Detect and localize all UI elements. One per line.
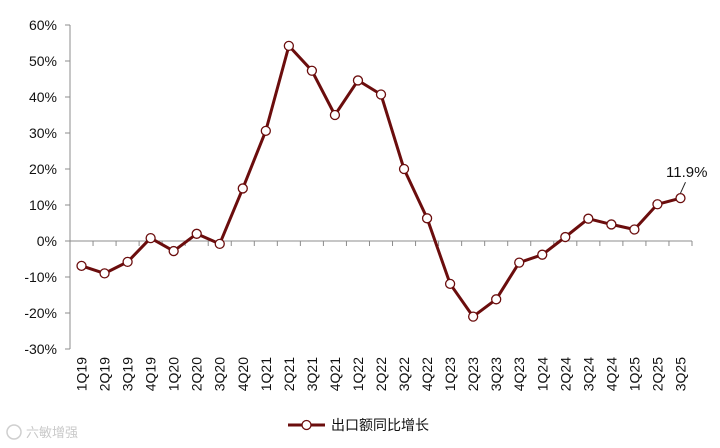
x-tick-label: 4Q21	[327, 357, 343, 391]
x-tick-label: 3Q24	[580, 357, 596, 391]
y-tick-label: 10%	[29, 197, 57, 213]
legend-label: 出口额同比增长	[331, 418, 429, 434]
data-point-2Q19	[99, 268, 110, 279]
x-tick-label: 4Q20	[235, 357, 251, 391]
x-tick-label: 2Q24	[557, 357, 573, 391]
x-tick-label: 2Q23	[465, 357, 481, 391]
data-point-3Q21	[306, 65, 318, 76]
x-tick-label: 2Q19	[97, 357, 113, 391]
series-export-growth	[76, 40, 686, 322]
x-tick-label: 1Q24	[534, 357, 550, 391]
y-tick-label: 20%	[29, 161, 57, 177]
annotation: 11.9%	[666, 164, 707, 194]
x-tick-label: 1Q22	[350, 357, 366, 391]
data-point-1Q20	[168, 245, 179, 257]
data-point-3Q19	[122, 256, 133, 268]
data-point-2Q23	[467, 311, 479, 322]
x-tick-label: 3Q19	[120, 357, 136, 391]
y-tick-label: 50%	[29, 53, 57, 69]
y-tick-label: -30%	[24, 341, 57, 357]
data-point-4Q24	[606, 219, 617, 230]
x-tick-label: 2Q25	[649, 357, 665, 391]
x-tick-label: 1Q20	[166, 357, 182, 391]
x-tick-label: 1Q19	[74, 357, 90, 391]
x-tick-label: 4Q23	[511, 357, 527, 391]
data-point-2Q20	[191, 228, 202, 239]
y-tick-label: 60%	[29, 17, 57, 33]
data-point-1Q25	[629, 224, 640, 235]
data-point-3Q24	[583, 213, 594, 224]
data-point-2Q21	[283, 40, 295, 52]
watermark-text: 六敏增强	[26, 426, 78, 441]
watermark: 六敏增强	[6, 424, 78, 441]
x-tick-label: 1Q25	[626, 357, 642, 391]
data-point-1Q19	[76, 260, 87, 271]
x-tick-label: 3Q25	[672, 357, 688, 391]
x-tick-label: 4Q24	[603, 357, 619, 391]
data-point-3Q20	[214, 238, 225, 250]
series-line	[80, 44, 682, 319]
x-tick-label: 3Q22	[396, 357, 412, 391]
data-point-1Q22	[352, 75, 364, 86]
y-axis: -30% -20% -10% 0% 10% 20% 30% 40% 50% 60%	[24, 17, 71, 357]
x-tick-label: 2Q21	[281, 357, 297, 391]
data-point-4Q22	[421, 213, 433, 224]
data-point-4Q19	[145, 232, 156, 244]
x-tick-label: 1Q23	[442, 357, 458, 391]
x-tick-label: 1Q21	[258, 357, 274, 391]
x-axis: 1Q19 2Q19 3Q19 4Q19 1Q20 2Q20 3Q20 4Q20 1Q21 2Q21…	[69, 240, 693, 391]
x-tick-label: 2Q22	[373, 357, 389, 391]
legend-marker-swatch	[301, 419, 312, 431]
x-tick-label: 3Q20	[212, 357, 228, 391]
legend: 出口额同比增长	[288, 418, 429, 434]
data-point-4Q21	[329, 109, 341, 121]
data-point-4Q20	[237, 183, 248, 194]
annotation-leader-line	[680, 181, 686, 194]
annotation-label: 11.9%	[666, 164, 707, 181]
watermark-logo-icon	[6, 424, 22, 440]
x-tick-label: 4Q22	[419, 357, 435, 391]
y-tick-label: 40%	[29, 89, 57, 105]
y-tick-label: -20%	[24, 305, 57, 321]
data-point-1Q23	[444, 278, 456, 289]
x-tick-label: 4Q19	[143, 357, 159, 391]
data-point-4Q23	[514, 257, 525, 268]
data-point-1Q24	[537, 249, 548, 260]
y-tick-label: -10%	[24, 269, 57, 285]
x-tick-label: 2Q20	[189, 357, 205, 391]
data-point-2Q22	[375, 89, 387, 100]
x-tick-label: 3Q21	[304, 357, 320, 391]
data-point-2Q25	[652, 199, 663, 210]
data-point-3Q23	[491, 294, 502, 305]
x-tick-label: 3Q23	[488, 357, 504, 391]
data-point-3Q22	[398, 163, 410, 175]
data-point-2Q24	[560, 231, 571, 243]
data-point-1Q21	[260, 125, 271, 136]
data-point-3Q25	[675, 193, 686, 204]
y-tick-label: 0%	[37, 233, 57, 249]
y-tick-label: 30%	[29, 125, 57, 141]
